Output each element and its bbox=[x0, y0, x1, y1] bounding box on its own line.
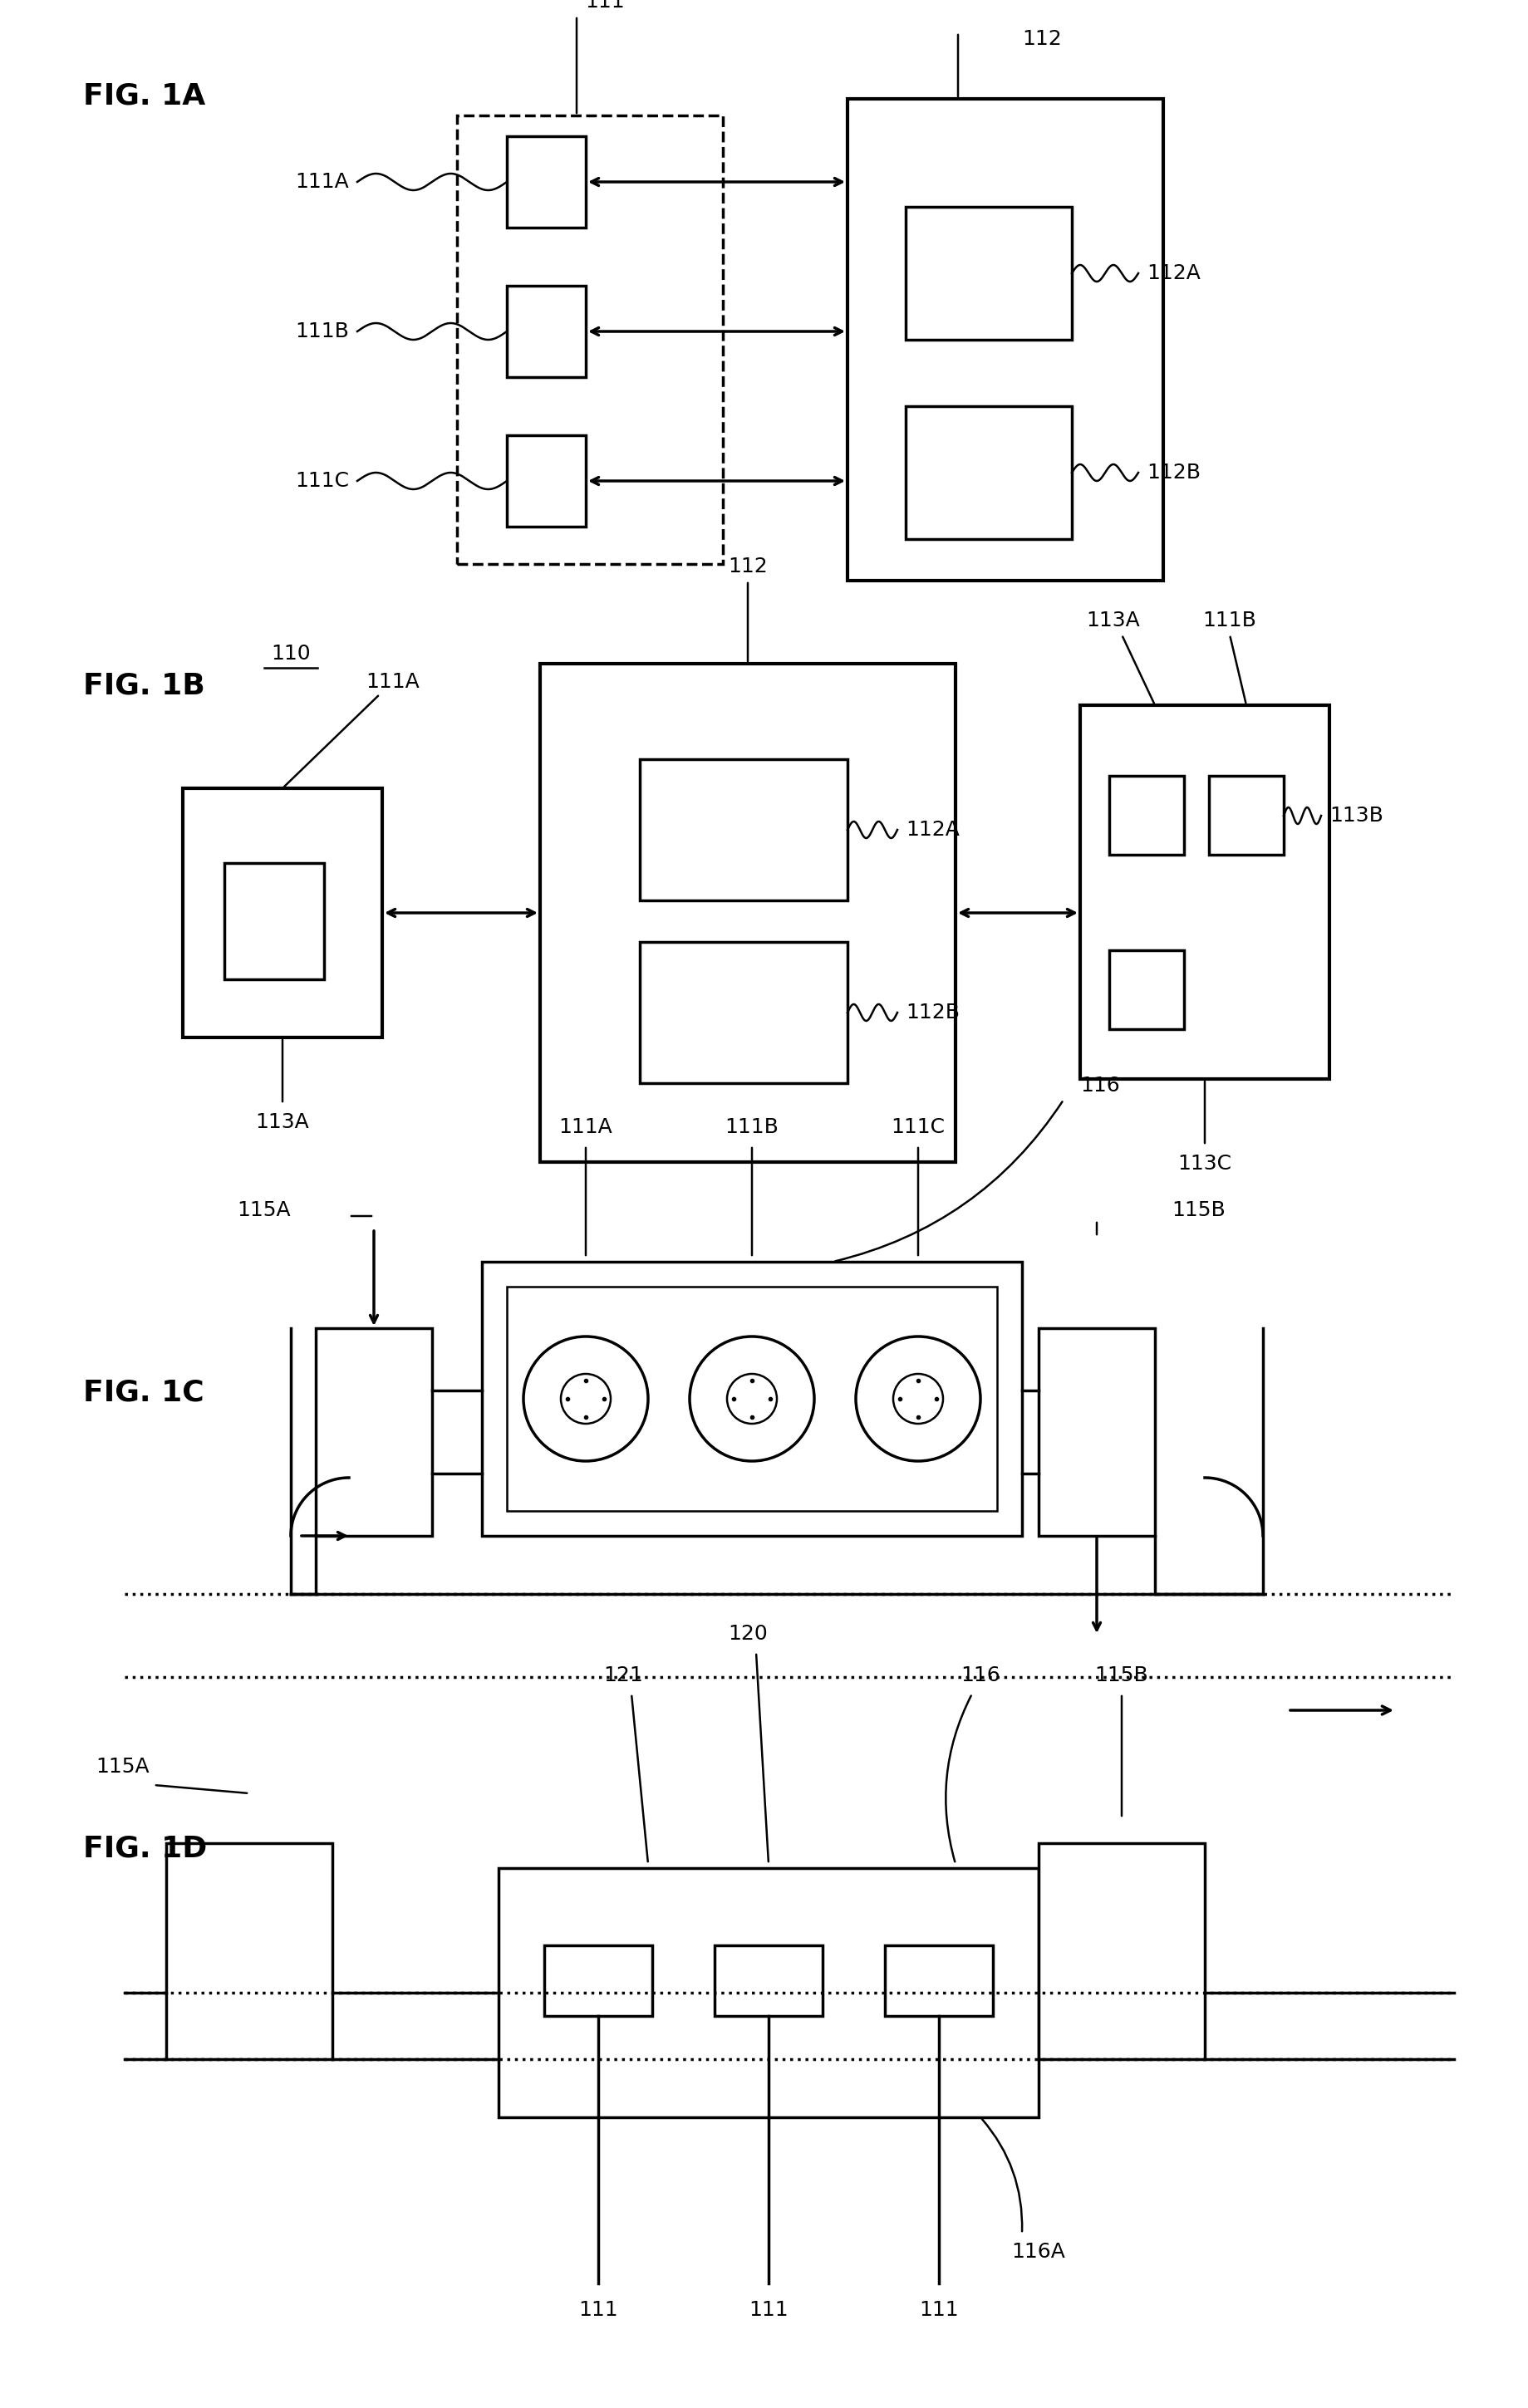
Text: 111B: 111B bbox=[724, 1117, 779, 1137]
Bar bbox=[183, 787, 382, 1038]
Bar bbox=[906, 407, 1071, 539]
Bar bbox=[1080, 706, 1329, 1079]
Bar bbox=[640, 759, 848, 901]
Text: 111B: 111B bbox=[295, 320, 348, 342]
Text: 111: 111 bbox=[579, 2300, 617, 2319]
Bar bbox=[481, 1262, 1022, 1536]
Text: 112B: 112B bbox=[1146, 462, 1201, 482]
Text: 111A: 111A bbox=[284, 672, 419, 787]
Text: 112: 112 bbox=[1022, 29, 1062, 48]
Bar bbox=[225, 862, 324, 980]
Bar bbox=[507, 137, 585, 229]
Circle shape bbox=[561, 1375, 611, 1423]
Text: 116: 116 bbox=[961, 1666, 1001, 1686]
Text: 111A: 111A bbox=[559, 1117, 613, 1137]
Text: 112A: 112A bbox=[1146, 262, 1201, 284]
Text: 110: 110 bbox=[270, 643, 310, 665]
Text: 113A: 113A bbox=[255, 1112, 309, 1132]
Bar bbox=[1039, 1842, 1204, 2059]
Bar bbox=[906, 207, 1071, 340]
Text: FIG. 1D: FIG. 1D bbox=[83, 1835, 208, 1864]
Bar bbox=[539, 665, 955, 1163]
Text: 121: 121 bbox=[604, 1666, 643, 1686]
Bar bbox=[1109, 775, 1184, 855]
Bar bbox=[507, 287, 585, 378]
Text: 113C: 113C bbox=[1178, 1153, 1232, 1173]
Text: FIG. 1C: FIG. 1C bbox=[83, 1377, 205, 1406]
Text: 115B: 115B bbox=[1094, 1666, 1149, 1686]
Text: 111C: 111C bbox=[891, 1117, 946, 1137]
Text: 112A: 112A bbox=[906, 819, 960, 840]
Text: 112B: 112B bbox=[906, 1002, 960, 1023]
Text: 111B: 111B bbox=[1203, 612, 1256, 631]
Text: 115A: 115A bbox=[96, 1758, 150, 1777]
Text: 113B: 113B bbox=[1329, 807, 1383, 826]
Bar bbox=[544, 1946, 652, 2015]
Text: 111: 111 bbox=[749, 2300, 788, 2319]
Bar bbox=[498, 1869, 1039, 2117]
Bar bbox=[457, 116, 723, 563]
Circle shape bbox=[524, 1336, 648, 1462]
Text: 116A: 116A bbox=[1012, 2242, 1065, 2261]
Text: 111: 111 bbox=[920, 2300, 958, 2319]
Text: 111C: 111C bbox=[295, 472, 348, 491]
Bar bbox=[1039, 1329, 1155, 1536]
Circle shape bbox=[727, 1375, 776, 1423]
Bar bbox=[640, 942, 848, 1084]
Text: 120: 120 bbox=[727, 1623, 767, 1645]
Text: 112: 112 bbox=[727, 556, 767, 576]
Text: 115A: 115A bbox=[237, 1199, 290, 1221]
Bar bbox=[715, 1946, 822, 2015]
Bar bbox=[1109, 951, 1184, 1028]
Text: 111: 111 bbox=[585, 0, 625, 12]
Bar bbox=[1209, 775, 1284, 855]
Text: 115B: 115B bbox=[1172, 1199, 1225, 1221]
Text: FIG. 1B: FIG. 1B bbox=[83, 672, 205, 701]
Bar bbox=[507, 436, 585, 527]
Bar bbox=[316, 1329, 432, 1536]
Circle shape bbox=[689, 1336, 814, 1462]
Text: 111A: 111A bbox=[295, 171, 348, 193]
Circle shape bbox=[894, 1375, 943, 1423]
Bar bbox=[507, 1286, 998, 1510]
Text: 113A: 113A bbox=[1086, 612, 1140, 631]
Text: 116: 116 bbox=[1080, 1076, 1120, 1096]
Bar bbox=[167, 1842, 333, 2059]
Bar bbox=[885, 1946, 993, 2015]
Bar bbox=[848, 99, 1163, 580]
Text: FIG. 1A: FIG. 1A bbox=[83, 82, 205, 111]
Circle shape bbox=[856, 1336, 981, 1462]
